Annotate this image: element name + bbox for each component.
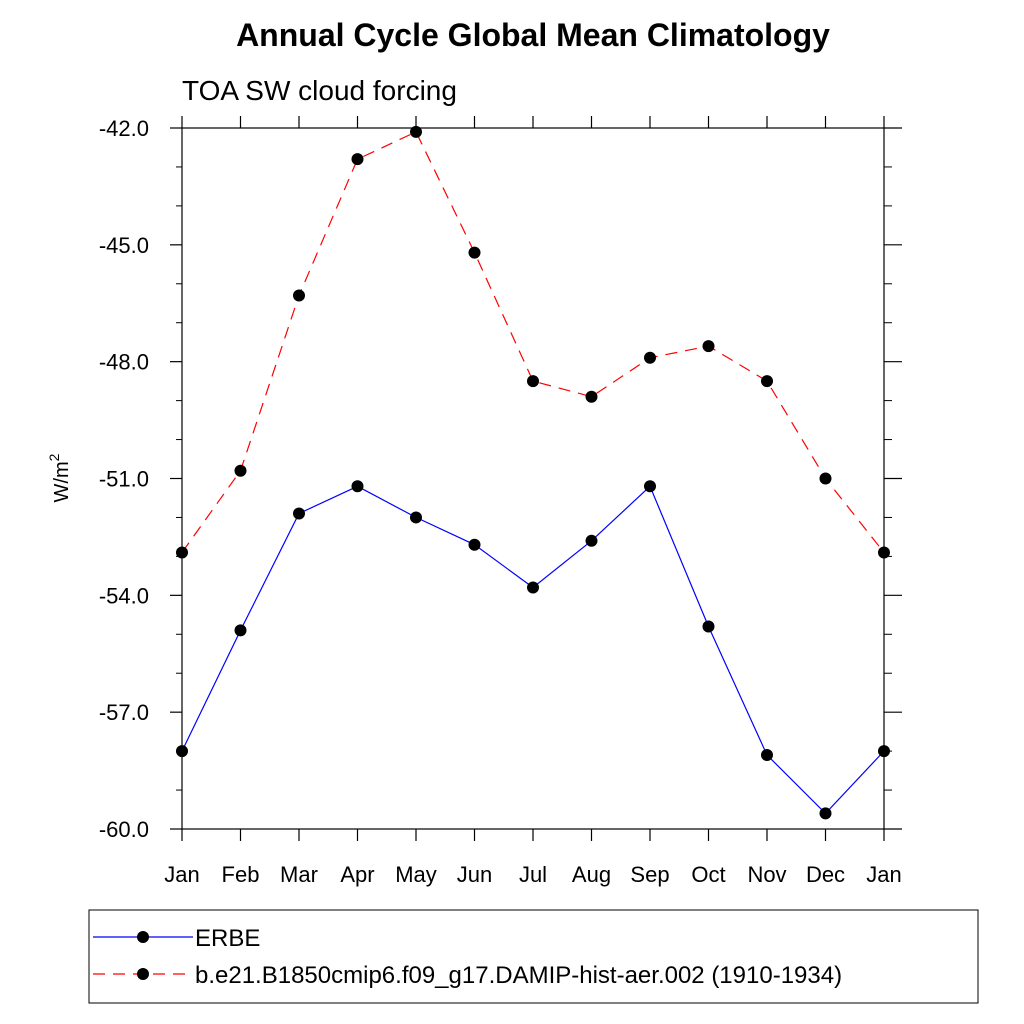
legend-box — [88, 909, 979, 1004]
series-1-point — [878, 745, 890, 758]
legend-marker-2 — [137, 968, 149, 980]
x-tick-label: Nov — [747, 862, 786, 887]
series-2-point — [468, 246, 481, 259]
y-tick-label: -45.0 — [99, 233, 149, 258]
series-1-point — [819, 807, 832, 820]
legend: ERBE b.e21.B1850cmip6.f09_g17.DAMIP-hist-… — [93, 925, 842, 989]
series-1-point — [585, 534, 598, 547]
series-2-point — [644, 351, 656, 364]
x-tick-label: Jul — [519, 862, 547, 887]
x-tick-label: Mar — [280, 862, 318, 887]
series-1-point — [293, 507, 305, 520]
series-2-point — [527, 375, 539, 388]
x-tick-label: Jan — [866, 862, 901, 887]
series-1-point — [761, 749, 773, 762]
legend-marker-1 — [137, 931, 149, 943]
plot-frame — [181, 127, 885, 830]
series-2-point — [293, 289, 305, 302]
x-tick-label: Jun — [457, 862, 492, 887]
y-axis: -42.0 -45.0 -48.0 -51.0 -54.0 -57.0 -60.0 — [99, 116, 902, 842]
y-tick-label: -60.0 — [99, 817, 149, 842]
chart-title: Annual Cycle Global Mean Climatology — [236, 17, 830, 53]
x-tick-label: Dec — [806, 862, 845, 887]
series-1-point — [527, 581, 539, 594]
y-axis-label: W/m2 — [46, 453, 73, 502]
y-tick-label: -51.0 — [99, 467, 149, 492]
legend-label-1: ERBE — [195, 925, 260, 952]
y-axis-label-unit: W/m — [51, 461, 73, 502]
series-layer — [176, 125, 890, 820]
y-tick-label: -54.0 — [99, 583, 149, 608]
x-tick-label: Oct — [691, 862, 725, 887]
series-2-point — [585, 390, 598, 403]
y-axis-label-exponent: 2 — [46, 453, 62, 461]
series-line-1 — [181, 485, 885, 815]
x-tick-label: Sep — [630, 862, 669, 887]
series-2-point — [410, 125, 422, 138]
x-axis: Jan Feb Mar Apr May Jun Jul Aug Sep Oct Nov Dec Jan — [164, 116, 902, 887]
series-1-point — [702, 620, 715, 633]
x-tick-label: Jan — [164, 862, 199, 887]
series-2-point — [176, 546, 188, 559]
x-tick-label: May — [395, 862, 437, 887]
x-tick-label: Feb — [222, 862, 260, 887]
y-tick-label: -48.0 — [99, 350, 149, 375]
series-line-2 — [181, 131, 885, 553]
series-2-point — [761, 375, 773, 388]
series-1-point — [351, 480, 364, 493]
series-2-point — [819, 472, 832, 485]
series-1-point — [176, 745, 188, 758]
x-tick-label: Aug — [572, 862, 611, 887]
series-1-point — [234, 624, 247, 637]
chart-subtitle: TOA SW cloud forcing — [182, 75, 457, 106]
y-tick-label: -57.0 — [99, 700, 149, 725]
x-tick-label: Apr — [340, 862, 374, 887]
series-2-point — [878, 546, 890, 559]
y-tick-label: -42.0 — [99, 116, 149, 141]
series-2-point — [702, 340, 715, 353]
series-1-point — [410, 511, 422, 524]
series-2-point — [351, 153, 364, 166]
series-1-point — [644, 480, 656, 493]
series-2-point — [234, 464, 247, 477]
series-1-point — [468, 538, 481, 551]
legend-label-2: b.e21.B1850cmip6.f09_g17.DAMIP-hist-aer.… — [195, 962, 842, 989]
